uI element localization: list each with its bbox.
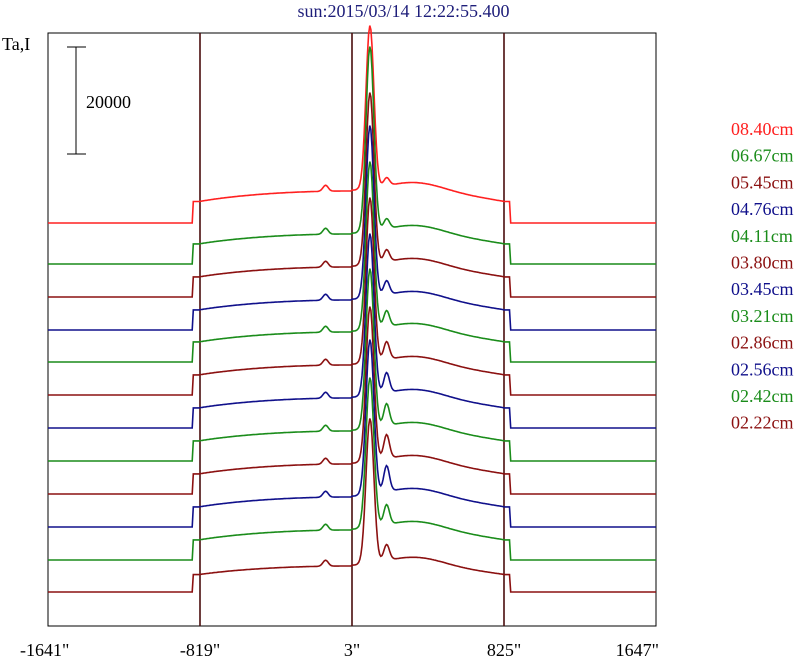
x-tick-label: 1647" (616, 640, 659, 660)
series-line-05.45cm (48, 92, 656, 298)
legend-entry: 03.21cm (731, 306, 794, 326)
series-layer (48, 25, 656, 593)
legend-entry: 06.67cm (731, 146, 794, 166)
legend-entry: 02.86cm (731, 333, 794, 353)
series-line-02.22cm (48, 418, 656, 593)
legend-entry: 04.11cm (731, 226, 793, 246)
series-line-08.40cm (48, 25, 656, 224)
series-line-04.76cm (48, 125, 656, 331)
series-line-06.67cm (48, 46, 656, 265)
y-axis-label: Ta,I (2, 34, 30, 54)
legend-entry: 04.76cm (731, 199, 794, 219)
legend-entry: 02.42cm (731, 386, 794, 406)
x-tick-label: -1641" (20, 640, 69, 660)
legend-entry: 05.45cm (731, 172, 794, 192)
axis-layer: Ta,I 20000 (2, 34, 131, 112)
legend-entry: 08.40cm (731, 119, 794, 139)
legend-entry: 03.80cm (731, 253, 794, 273)
legend-entry: 02.22cm (731, 413, 794, 433)
series-line-02.42cm (48, 377, 656, 561)
legend-entry: 02.56cm (731, 359, 794, 379)
x-tick-label: 3" (344, 640, 360, 660)
x-tick-label: 825" (487, 640, 521, 660)
series-line-02.56cm (48, 339, 656, 528)
series-line-03.45cm (48, 233, 656, 429)
x-tick-label: -819" (180, 640, 220, 660)
scale-bar-label: 20000 (86, 92, 131, 112)
series-line-03.80cm (48, 197, 656, 396)
legend: 08.40cm 06.67cm 05.45cm 04.76cm 04.11cm 03.80… (731, 119, 794, 433)
x-tick-labels: -1641" -819" 3" 825" 1647" (20, 640, 659, 660)
legend-entry: 03.45cm (731, 279, 794, 299)
series-line-04.11cm (48, 161, 656, 363)
chart-title: sun:2015/03/14 12:22:55.400 (297, 1, 510, 21)
series-line-03.21cm (48, 268, 656, 462)
series-line-02.86cm (48, 306, 656, 495)
